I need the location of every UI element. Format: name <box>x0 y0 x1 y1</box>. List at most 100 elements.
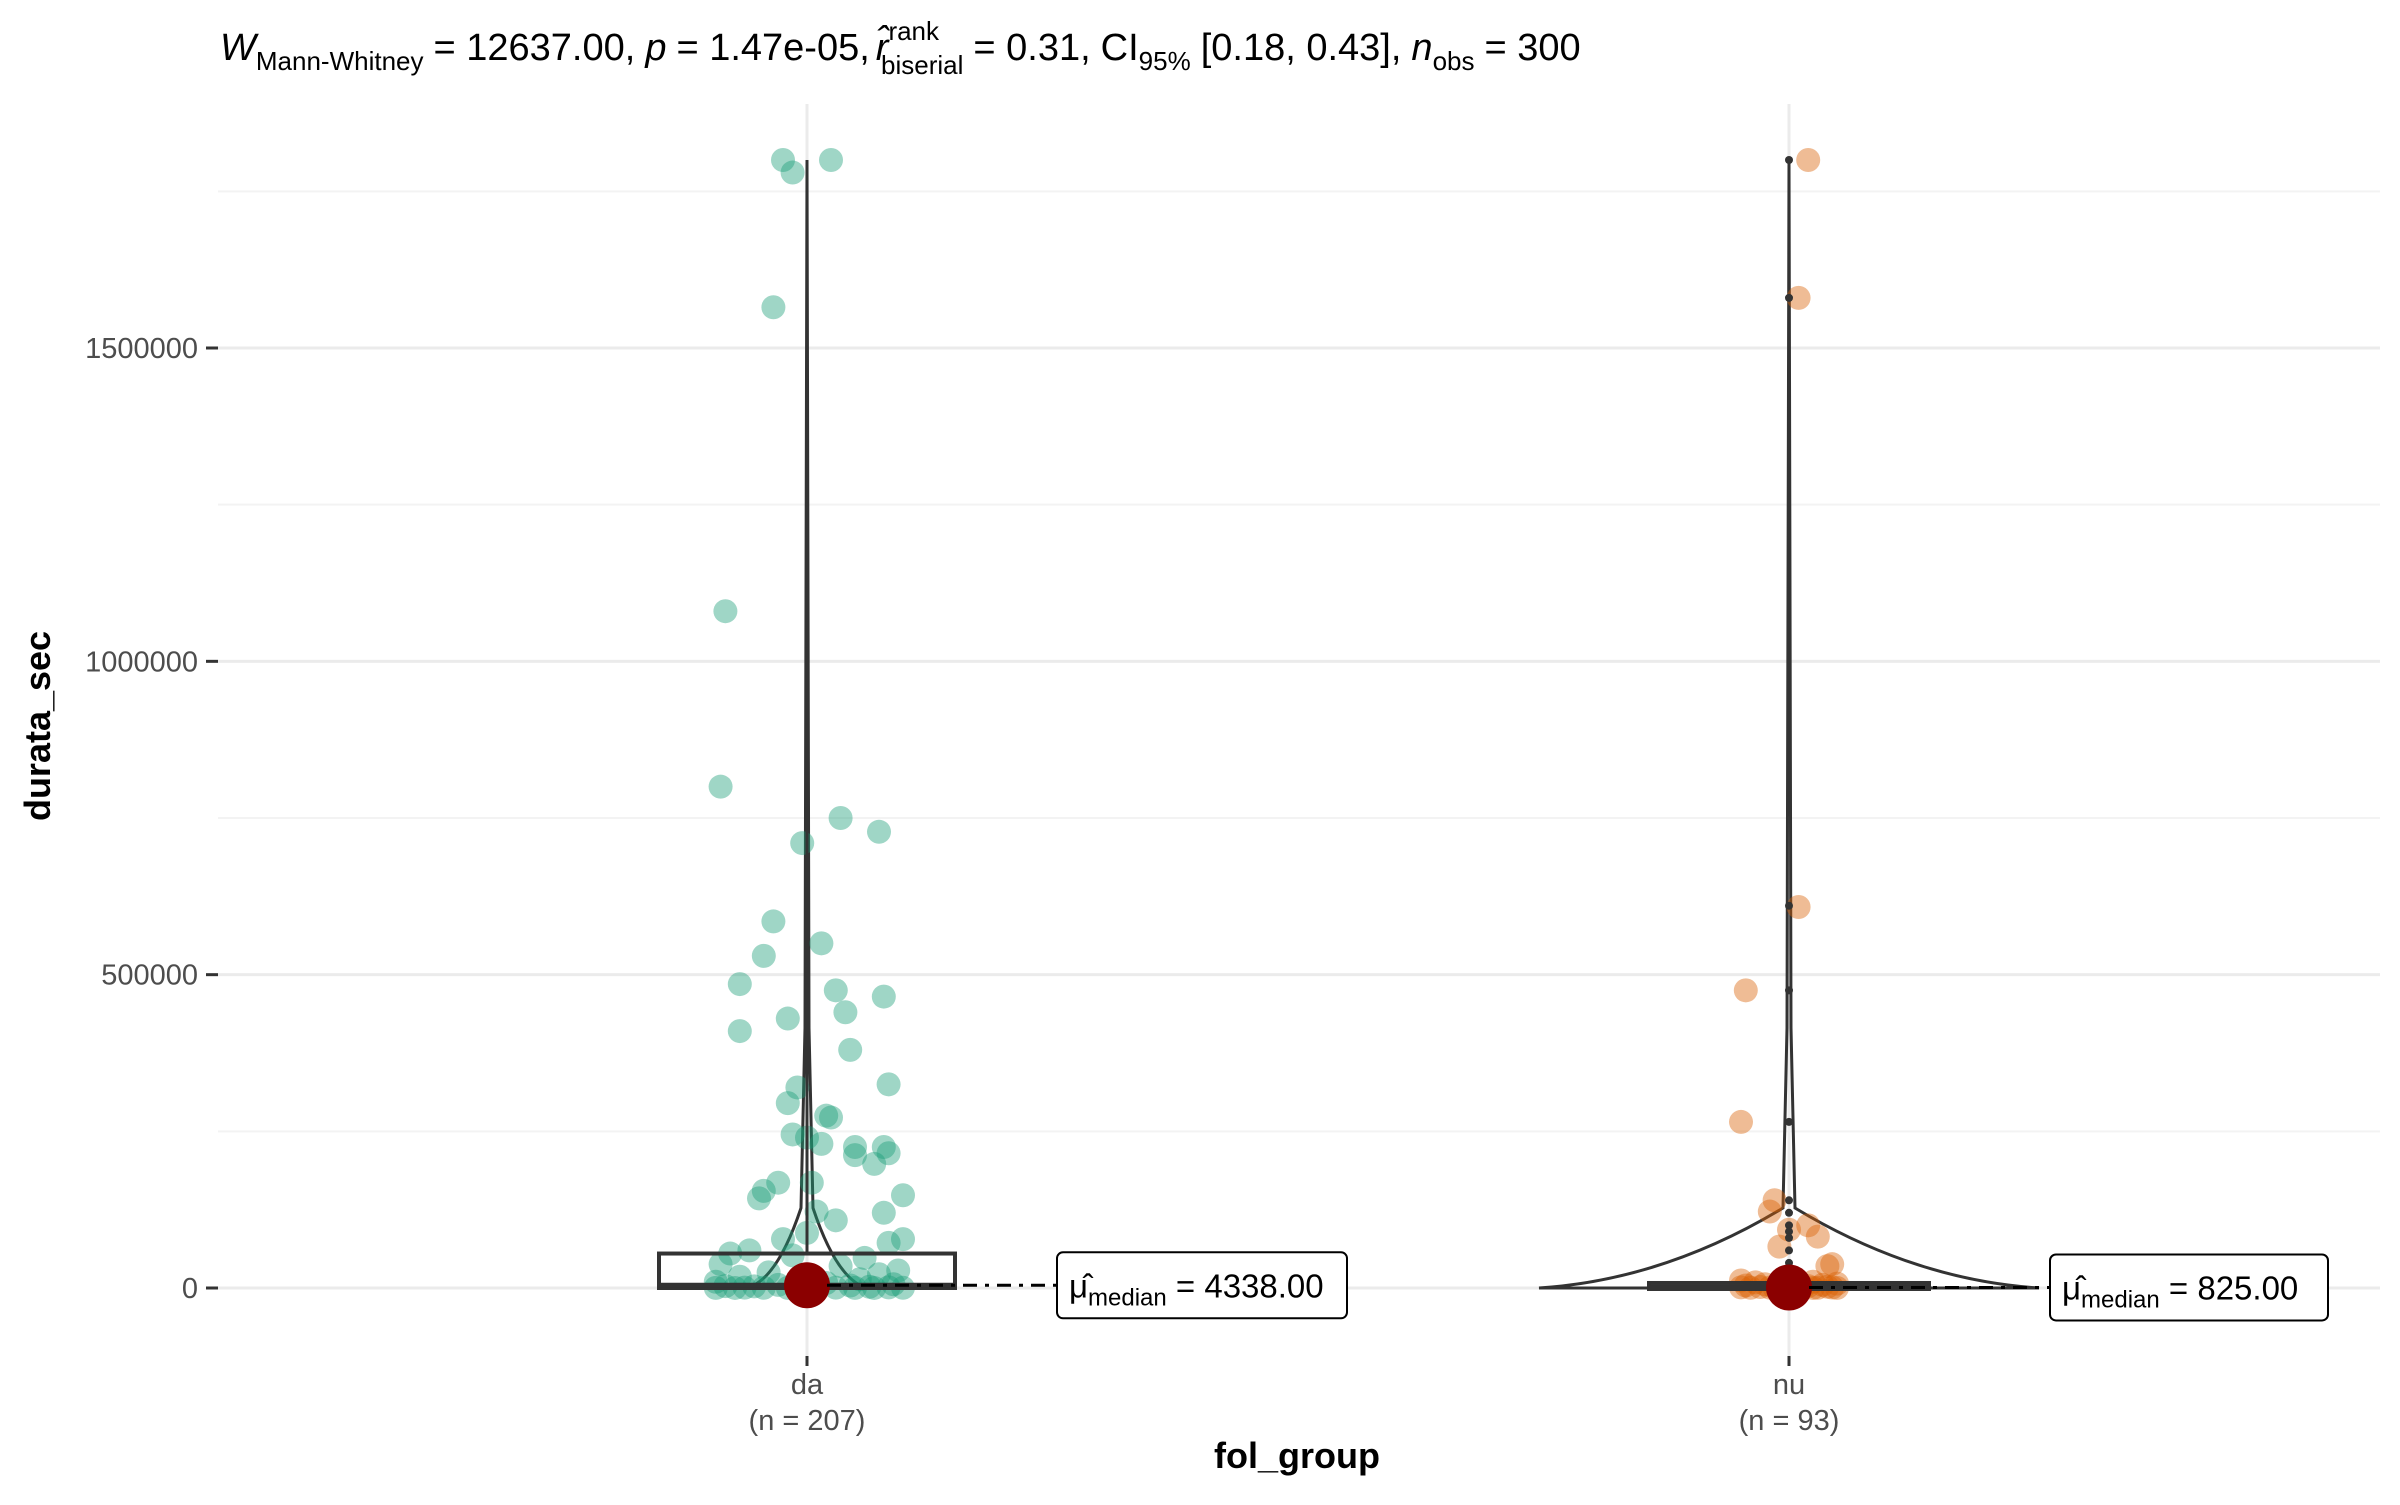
data-point <box>766 1170 791 1195</box>
data-point <box>862 1151 887 1176</box>
outlier-point <box>1785 986 1793 995</box>
data-point <box>761 909 786 934</box>
y-tick-label: 1500000 <box>85 333 198 365</box>
data-point <box>871 1135 896 1159</box>
data-point <box>843 1143 867 1168</box>
data-point <box>1815 1254 1840 1279</box>
x-axis-title: fol_group <box>1214 1435 1380 1476</box>
data-point <box>727 1264 752 1289</box>
data-point <box>751 943 776 968</box>
data-point <box>708 1252 733 1277</box>
title-n-symbol: n <box>1411 27 1432 69</box>
y-tick-label: 1000000 <box>85 646 198 678</box>
group-da: μ̂median = 4338.00 <box>657 148 1348 1320</box>
outlier-point <box>1785 293 1793 302</box>
outlier-point <box>1785 1117 1793 1126</box>
title-ci-subscript: 95% <box>1139 46 1191 76</box>
median-label-subscript: median <box>1088 1284 1167 1311</box>
data-point <box>823 1208 848 1233</box>
data-point <box>1786 285 1811 310</box>
data-point <box>785 1075 810 1100</box>
median-label-box <box>1056 1251 1348 1320</box>
y-axis-title: durata_sec <box>17 631 58 821</box>
x-axis: da (n = 207) nu (n = 93) <box>749 1356 1839 1437</box>
title-ci-symbol: CI <box>1101 27 1139 69</box>
x-tick-label: nu <box>1773 1369 1805 1401</box>
data-point <box>1820 1252 1845 1277</box>
title-p-symbol: p <box>644 27 666 69</box>
data-point <box>833 1000 858 1025</box>
data-point <box>814 1103 839 1128</box>
data-point <box>867 1262 891 1287</box>
data-point <box>747 1186 771 1211</box>
outlier-point <box>1785 1233 1793 1242</box>
data-point <box>761 295 786 320</box>
data-point <box>876 1072 901 1097</box>
data-point <box>891 1183 915 1208</box>
data-point <box>737 1238 762 1263</box>
data-point <box>1805 1224 1830 1249</box>
data-point <box>871 1200 896 1225</box>
x-tick-n-label: (n = 207) <box>749 1405 866 1437</box>
data-point <box>756 1260 781 1285</box>
data-point <box>713 599 738 624</box>
y-tick-label: 500000 <box>101 960 198 992</box>
median-label-value: = 4338.00 <box>1167 1267 1324 1304</box>
data-point <box>867 819 891 844</box>
data-point <box>1796 1213 1821 1238</box>
y-axis: 0 500000 1000000 1500000 <box>85 333 218 1305</box>
grid-lines <box>218 104 2380 1356</box>
data-point <box>1796 148 1821 172</box>
data-point <box>809 931 834 956</box>
data-point <box>828 806 853 830</box>
data-point <box>819 148 843 172</box>
outlier-point <box>1785 1246 1793 1255</box>
data-point <box>1786 894 1811 919</box>
data-point <box>819 1105 843 1130</box>
data-point <box>780 160 805 185</box>
data-point <box>886 1258 911 1283</box>
title-stat-value: = 12637.00, <box>434 27 636 69</box>
x-tick-label: da <box>791 1369 824 1401</box>
data-point <box>876 1230 901 1255</box>
data-point <box>1733 978 1758 1003</box>
data-point <box>1729 1109 1753 1134</box>
title-stat-subscript: Mann-Whitney <box>256 46 424 76</box>
data-point <box>780 1122 805 1147</box>
data-point <box>708 774 733 799</box>
title-effect-superscript: rank <box>888 16 940 46</box>
outlier-point <box>1785 156 1793 164</box>
median-label-value: = 825.00 <box>2160 1269 2299 1306</box>
data-point <box>751 1178 776 1203</box>
title-effect-value: = 0.31, <box>973 27 1090 69</box>
data-point <box>804 1199 829 1224</box>
outlier-point <box>1785 1196 1793 1205</box>
data-point <box>727 972 752 997</box>
title-effect-subscript: biserial <box>881 50 963 80</box>
data-point <box>809 1131 834 1156</box>
data-point <box>771 148 795 172</box>
median-label-subscript: median <box>2081 1286 2160 1313</box>
data-point <box>727 1019 752 1044</box>
median-point <box>784 1262 830 1309</box>
title-ci-value: [0.18, 0.43], <box>1201 27 1402 69</box>
title-p-value: = 1.47e-05, <box>676 27 869 69</box>
title-stat-symbol: W <box>220 27 259 69</box>
data-point <box>790 831 815 856</box>
data-point <box>843 1135 867 1159</box>
data-point <box>775 1006 800 1031</box>
data-point <box>1762 1188 1787 1213</box>
data-point <box>876 1141 901 1166</box>
chart-title: WMann-Whitney = 12637.00, p = 1.47e-05, r̂ra… <box>220 16 1581 80</box>
median-point <box>1766 1264 1812 1311</box>
data-point <box>891 1227 915 1252</box>
data-point <box>1757 1199 1782 1224</box>
title-n-value: = 300 <box>1484 27 1580 69</box>
data-point <box>871 984 896 1009</box>
data-point <box>823 978 848 1003</box>
y-tick-label: 0 <box>182 1273 198 1305</box>
data-point <box>799 1170 824 1195</box>
outlier-point <box>1785 1227 1793 1236</box>
